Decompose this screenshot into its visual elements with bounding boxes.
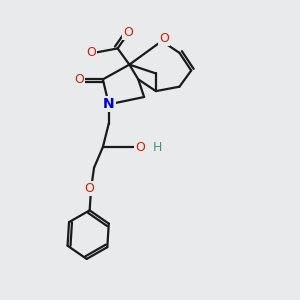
Text: O: O [86,46,96,59]
Text: O: O [159,32,169,45]
Text: H: H [153,141,162,154]
Text: O: O [74,73,84,86]
Text: O: O [135,141,145,154]
Text: O: O [123,26,133,39]
Text: O: O [85,182,94,195]
Text: N: N [103,98,115,111]
